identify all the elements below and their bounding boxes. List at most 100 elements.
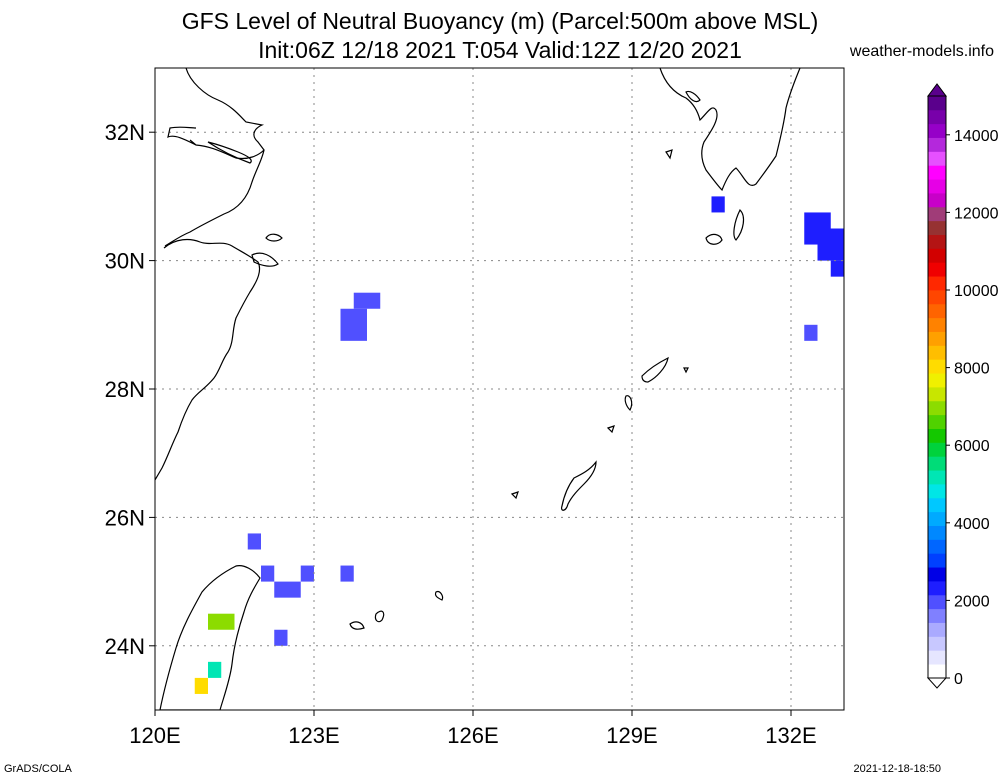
coast-islet [683,367,689,374]
lon-tick-label: 132E [765,723,816,748]
colorbar-swatch [928,539,946,554]
data-cell-2 [247,533,261,550]
colorbar-swatch [928,137,946,152]
colorbar-max-arrow [927,83,947,97]
data-cell-5 [300,565,314,582]
lon-tick-label: 123E [288,723,339,748]
coast-tokunoshima [624,395,633,412]
colorbar-swatch [928,442,946,457]
coast-yakushima [705,233,723,245]
coast-okinawa [561,460,597,511]
data-cell-3 [261,565,275,582]
coast-china-south [155,238,261,481]
colorbar: 0 2000 4000 6000 8000 10000 12000 14000 [926,83,999,689]
colorbar-swatch [928,400,946,416]
colorbar-swatch [928,96,946,111]
lat-tick-label: 28N [105,377,145,402]
lat-tick-label: 30N [105,249,145,274]
lat-tick-label: 24N [105,634,145,659]
colorbar-swatch [928,303,946,319]
colorbar-swatch [928,317,946,332]
coast-okinoerabu [606,425,615,434]
colorbar-swatch [928,581,946,596]
data-cell-7 [274,629,288,646]
colorbar-swatch [928,248,946,263]
lon-tick-label: 126E [447,723,498,748]
footer-timestamp: 2021-12-18-18:50 [853,763,941,775]
data-cell-10 [817,228,844,261]
colorbar-swatch [928,220,946,235]
data-cell-8 [711,196,725,213]
gridlines [149,68,844,716]
coast-iriomote [349,621,365,630]
colorbar-label: 2000 [954,593,990,610]
axis-labels: 32N 30N 28N 26N 24N 120E 123E 126E 129E 132E [105,120,817,748]
lon-tick-label: 120E [129,723,180,748]
colorbar-swatch [928,262,946,277]
coast-kerama [510,491,519,500]
data-cell-15 [194,677,208,694]
colorbar-swatch [928,456,946,471]
colorbar-swatch [928,290,946,305]
data-cell-0 [340,308,367,341]
lon-tick-label: 129E [606,723,657,748]
colorbar-swatch [928,206,946,222]
colorbar-label: 0 [954,671,963,688]
colorbar-swatch [928,484,946,499]
colorbar-label: 10000 [954,283,999,300]
colorbar-label: 6000 [954,438,990,455]
colorbar-swatch [928,179,946,194]
colorbar-swatch [928,276,946,291]
colorbar-swatch [928,497,946,513]
colorbar-swatch [928,608,946,623]
data-cell-12 [804,324,818,341]
coast-taiwan [159,565,261,710]
colorbar-swatch [928,511,946,526]
colorbar-label: 12000 [954,205,999,222]
colorbar-swatch [928,428,946,443]
data-cell-1 [353,292,381,309]
colorbar-swatch [928,622,946,637]
colorbar-label: 14000 [954,128,999,145]
coast-amami [641,356,669,383]
data-cell-6 [340,565,354,582]
colorbar-swatch [928,594,946,610]
footer-credit: GrADS/COLA [4,763,72,775]
coast-zhoushan [251,233,283,267]
colorbar-swatch [928,373,946,388]
data-cell-4 [274,581,301,598]
data-cell-11 [830,260,844,277]
coastlines [155,68,801,710]
colorbar-swatch [928,650,946,665]
title-line-1: GFS Level of Neutral Buoyancy (m) (Parce… [181,8,819,34]
colorbar-swatch [928,470,946,485]
colorbar-swatch [928,331,946,346]
colorbar-swatch [928,567,946,582]
coast-yangtze-island [207,141,252,164]
colorbar-swatch [928,636,946,651]
coast-miyako [434,591,444,601]
colorbar-swatch [928,165,946,180]
lat-tick-label: 32N [105,120,145,145]
colorbar-swatch [928,553,946,568]
coast-kyushu [659,68,801,192]
title-line-2: Init:06Z 12/18 2021 T:054 Valid:12Z 12/2… [258,37,742,63]
colorbar-swatch [928,414,946,429]
colorbar-frame [927,95,947,679]
colorbar-swatch [928,664,946,679]
site-label: weather-models.info [849,43,994,60]
colorbar-label: 4000 [954,516,990,533]
data-cell-14 [208,661,222,678]
plot-frame [154,67,845,711]
data-cell-13 [208,613,235,630]
colorbar-swatch [928,234,946,249]
coast-china-north [164,68,265,247]
lat-tick-label: 26N [105,505,145,530]
colorbar-label: 8000 [954,361,990,378]
data-cells [194,196,844,694]
colorbar-swatch [928,387,946,402]
coast-tanegashima [733,208,745,241]
colorbar-swatch [928,193,946,208]
colorbar-swatch [928,123,946,138]
